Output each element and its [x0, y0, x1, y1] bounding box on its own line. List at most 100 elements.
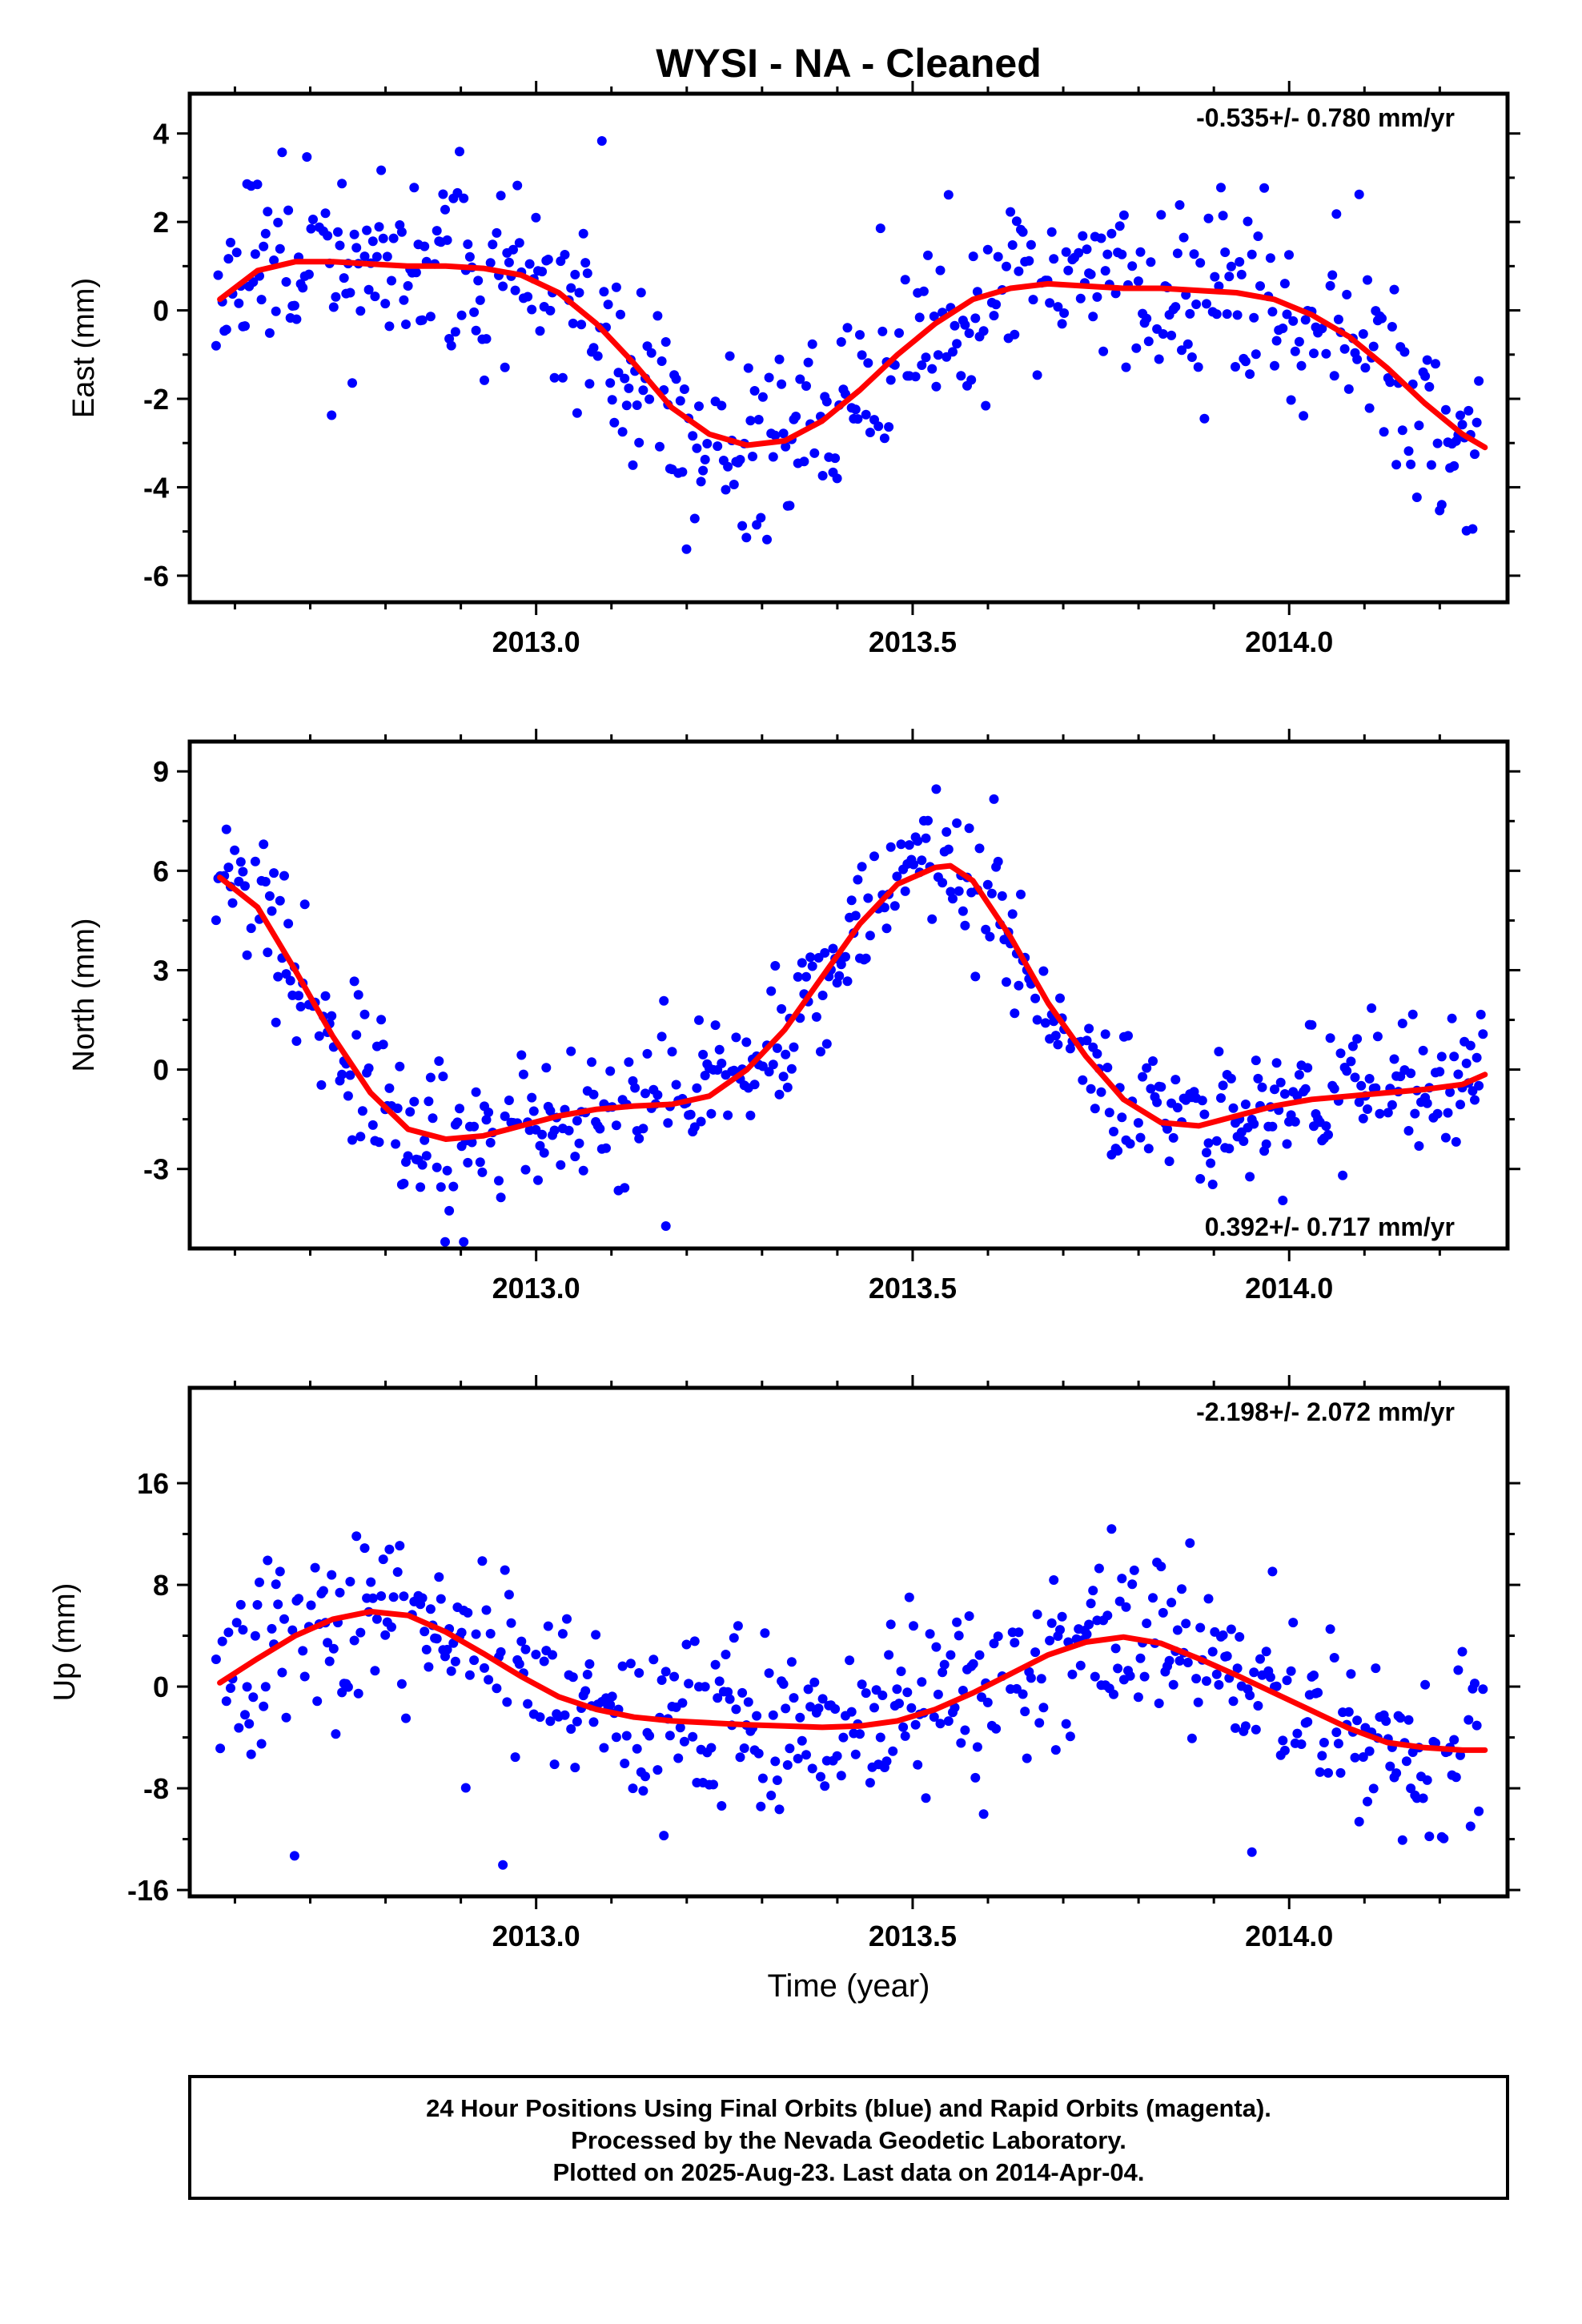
data-point — [910, 1719, 921, 1730]
data-point — [523, 292, 533, 302]
data-point — [778, 1679, 789, 1689]
data-point — [1300, 315, 1311, 325]
data-point — [972, 1742, 982, 1752]
data-point — [401, 320, 411, 329]
data-point — [506, 1618, 516, 1628]
data-point — [910, 372, 921, 382]
data-point — [620, 1183, 630, 1193]
data-point — [993, 251, 1003, 262]
data-point — [1255, 281, 1265, 292]
data-point — [801, 381, 811, 391]
data-point — [714, 1676, 725, 1687]
data-point — [260, 228, 271, 239]
data-point — [1142, 313, 1152, 324]
data-point — [713, 1693, 723, 1703]
data-point — [1142, 1063, 1152, 1073]
data-point — [327, 1570, 337, 1580]
data-point — [632, 1743, 642, 1754]
data-point — [516, 1636, 527, 1647]
data-point — [539, 1656, 549, 1667]
data-point — [1162, 1124, 1172, 1134]
data-point — [568, 318, 578, 328]
data-point — [873, 421, 884, 432]
data-point — [1231, 362, 1240, 372]
velocity-label: -0.535+/- 0.780 mm/yr — [1196, 103, 1455, 132]
data-point — [753, 415, 764, 424]
data-point — [221, 824, 231, 834]
data-point — [611, 1120, 621, 1131]
data-point — [527, 1092, 537, 1103]
data-point — [1267, 1121, 1278, 1132]
data-point — [696, 476, 706, 487]
data-point — [1418, 1045, 1428, 1055]
data-point — [781, 441, 791, 452]
data-point — [1067, 1669, 1078, 1679]
fit-curve — [217, 259, 1488, 451]
data-point — [898, 1722, 909, 1732]
data-point — [1086, 269, 1096, 279]
data-point — [1189, 249, 1199, 259]
data-point — [248, 1692, 259, 1703]
data-point — [632, 400, 642, 410]
data-point — [954, 886, 964, 896]
data-point — [1022, 1753, 1032, 1763]
data-point — [1028, 295, 1038, 305]
data-point — [1420, 1679, 1431, 1690]
data-point — [1084, 1023, 1094, 1034]
data-point — [1026, 1673, 1036, 1683]
data-point — [671, 1080, 681, 1090]
data-point — [805, 952, 816, 963]
data-point — [1282, 1675, 1292, 1686]
data-point — [801, 1750, 811, 1760]
data-point — [661, 1667, 671, 1677]
data-point — [1249, 312, 1259, 323]
data-point — [1131, 343, 1142, 353]
data-point — [1356, 1080, 1367, 1091]
data-point — [1191, 300, 1202, 309]
data-point — [656, 1031, 667, 1042]
data-point — [611, 282, 621, 292]
data-point — [1470, 449, 1480, 460]
y-axis-label: North (mm) — [67, 918, 101, 1072]
data-point — [1270, 1084, 1279, 1095]
data-point — [1465, 1821, 1476, 1831]
data-point — [531, 212, 541, 223]
data-point — [1010, 1638, 1020, 1648]
data-point — [1343, 1707, 1354, 1717]
data-point — [1331, 209, 1342, 219]
data-point — [1271, 1058, 1282, 1068]
data-point — [467, 1137, 477, 1148]
data-point — [764, 1668, 774, 1679]
data-point — [376, 1015, 387, 1025]
fit-curve — [217, 862, 1488, 1142]
data-point — [865, 1778, 875, 1788]
data-point — [885, 842, 896, 852]
y-tick-label: 0 — [153, 295, 169, 328]
data-point — [471, 1087, 481, 1097]
data-point — [1138, 1072, 1148, 1082]
data-point — [355, 1132, 366, 1142]
data-point — [570, 269, 580, 279]
data-point — [861, 409, 871, 420]
data-point — [1032, 1609, 1042, 1619]
data-point — [884, 1650, 894, 1660]
data-point — [679, 384, 689, 394]
data-point — [1146, 1084, 1156, 1094]
data-point — [273, 217, 283, 227]
data-point — [473, 275, 484, 286]
data-point — [1383, 1108, 1393, 1118]
data-point — [1303, 1717, 1313, 1727]
data-point — [1338, 1170, 1348, 1180]
data-point — [1224, 271, 1235, 282]
data-point — [609, 417, 620, 428]
data-point — [231, 247, 242, 258]
data-point — [1082, 1629, 1092, 1639]
footer-line-2: Processed by the Nevada Geodetic Laborat… — [571, 2126, 1126, 2154]
observations — [211, 136, 1484, 554]
data-point — [741, 533, 752, 543]
data-point — [1286, 1666, 1296, 1676]
data-point — [1078, 231, 1088, 241]
data-point — [560, 250, 570, 259]
data-point — [1018, 1689, 1028, 1699]
data-point — [659, 1831, 669, 1841]
